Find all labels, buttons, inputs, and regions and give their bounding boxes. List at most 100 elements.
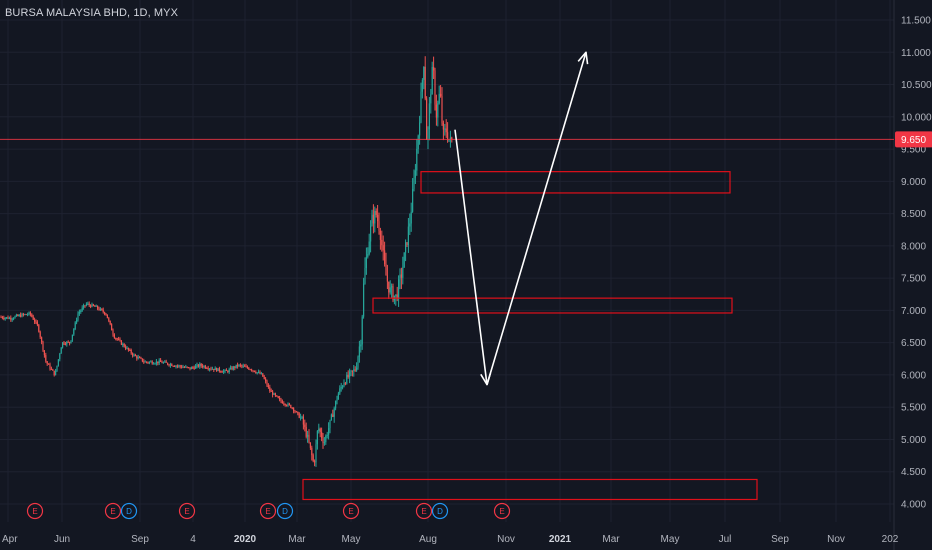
candle-body (361, 316, 363, 345)
candle-body (343, 383, 345, 387)
candle-body (50, 368, 52, 370)
candle-body (342, 386, 344, 388)
earnings-marker[interactable]: E (26, 502, 44, 520)
price-tick-label: 11.500 (901, 16, 931, 27)
candle-body (283, 403, 285, 405)
price-tick-label: 7.000 (901, 306, 926, 317)
candle-body (10, 317, 12, 320)
earnings-marker[interactable]: E (342, 502, 360, 520)
candle-body (419, 122, 421, 136)
time-tick-label: Mar (288, 534, 306, 545)
candle-body (192, 367, 194, 369)
zone-4-box (302, 478, 758, 501)
candle-body (56, 365, 58, 372)
candle-body (424, 66, 426, 99)
candle-body (391, 286, 393, 288)
candle-body (224, 370, 226, 372)
price-tick-label: 6.500 (901, 338, 926, 349)
dividend-marker[interactable]: D (120, 502, 138, 520)
candle-body (230, 367, 232, 370)
event-circle (342, 502, 360, 520)
candle-body (45, 355, 47, 362)
candle-body (287, 403, 289, 406)
event-circle (26, 502, 44, 520)
candle-body (181, 366, 183, 368)
candle-body (442, 122, 444, 130)
candle-body (24, 314, 26, 316)
candle-body (4, 317, 6, 319)
candle-body (27, 314, 29, 316)
earnings-marker[interactable]: E (104, 502, 122, 520)
price-tick-label: 7.500 (901, 274, 926, 285)
candle-body (273, 393, 275, 395)
candle-body (59, 353, 61, 360)
candle-body (174, 366, 176, 368)
candle-body (43, 350, 45, 356)
candle-body (204, 366, 206, 369)
candle-body (123, 344, 125, 347)
candle-body (31, 314, 33, 317)
candle-body (447, 132, 449, 141)
candle-body (52, 369, 54, 371)
time-axis[interactable]: Apr Jun Sep 4 2020 Mar May Aug Nov 2021 Mar May Jul S… (2, 534, 899, 545)
candle-body (175, 365, 177, 367)
event-circle (415, 502, 433, 520)
earnings-marker[interactable]: E (178, 502, 196, 520)
candle-body (202, 365, 204, 368)
price-axis[interactable]: 4.000 4.500 5.000 5.500 6.000 6.500 7.000 7.500… (895, 16, 932, 511)
candle-body (210, 368, 212, 370)
candle-body (39, 331, 41, 338)
candle-body (122, 344, 124, 346)
price-tick-label: 4.000 (901, 500, 926, 511)
candle-body (113, 334, 115, 339)
candle-body (197, 364, 199, 367)
candle-body (337, 393, 339, 400)
candle-body (248, 367, 250, 370)
candle-body (165, 361, 167, 363)
candle-body (245, 366, 247, 368)
event-circle (259, 502, 277, 520)
candle-body (347, 374, 349, 378)
earnings-marker[interactable]: E (415, 502, 433, 520)
candle-body (60, 347, 62, 354)
candle-body (416, 149, 418, 171)
candle-body (129, 349, 131, 351)
candle-body (90, 305, 92, 307)
dividend-marker[interactable]: D (276, 502, 294, 520)
candle-body (148, 361, 150, 363)
candle-body (290, 404, 292, 408)
dividend-marker[interactable]: D (431, 502, 449, 520)
candle-body (36, 321, 38, 325)
candle-body (364, 268, 366, 284)
earnings-marker[interactable]: E (259, 502, 277, 520)
candle-body (244, 365, 246, 367)
time-tick-label: 2020 (234, 534, 257, 545)
candle-body (344, 383, 346, 385)
candle-body (298, 413, 300, 418)
candle-body (144, 361, 146, 363)
candle-body (314, 461, 316, 463)
candle-body (255, 371, 257, 373)
candle-body (154, 363, 156, 365)
candle-body (357, 356, 359, 368)
candle-body (92, 304, 94, 306)
candle-body (71, 334, 73, 341)
candle-body (258, 372, 260, 374)
earnings-marker[interactable]: E (493, 502, 511, 520)
candle-body (38, 324, 40, 332)
time-tick-label: Nov (497, 534, 515, 545)
candle-body (433, 66, 435, 71)
candle-body (195, 366, 197, 369)
candle-body (239, 364, 241, 366)
candle-body (35, 321, 37, 323)
candle-body (336, 399, 338, 402)
candle-body (423, 66, 425, 80)
candle-body (426, 98, 428, 140)
candle-body (333, 408, 335, 417)
candle-body (141, 358, 143, 362)
candle-body (305, 427, 307, 437)
candle-body (3, 317, 5, 319)
zone-9-box (420, 171, 731, 194)
